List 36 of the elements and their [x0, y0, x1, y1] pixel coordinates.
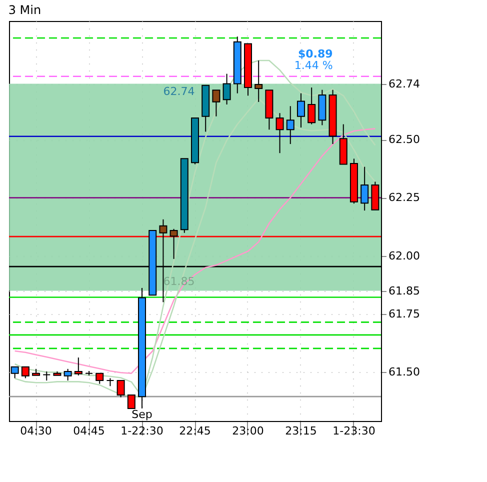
candlestick — [116, 380, 125, 398]
x-tick-label: 23:15 — [285, 424, 317, 438]
candlestick — [21, 366, 30, 379]
x-tick-label: 04:45 — [73, 424, 105, 438]
candlestick — [42, 370, 51, 382]
candlestick — [127, 394, 136, 409]
annotation: 1.44 % — [294, 59, 333, 72]
candlestick — [254, 60, 263, 102]
candlestick — [96, 372, 104, 384]
line-series — [14, 128, 376, 374]
x-tick-label: 1-23:30 — [332, 424, 376, 438]
y-tick-label: 62.50 — [388, 133, 420, 146]
candlestick — [222, 73, 231, 105]
y-tick-label: 61.85 — [388, 284, 420, 298]
candlestick — [308, 87, 316, 125]
y-tick-label: 62.74 — [388, 77, 420, 90]
x-tick-label: 23:00 — [232, 424, 264, 438]
candlestick — [170, 228, 178, 260]
y-tick-label: 62.25 — [388, 191, 420, 204]
candlestick — [74, 357, 82, 376]
x-tick-label: 22:45 — [179, 424, 211, 438]
candlestick — [212, 90, 220, 117]
y-tick-label: 61.50 — [388, 366, 420, 379]
candlestick — [276, 112, 284, 154]
candlestick — [64, 368, 72, 382]
y-tick-label: 62.00 — [388, 249, 420, 262]
y-tick-label: 61.75 — [388, 308, 420, 321]
annotation: Sep — [132, 408, 152, 421]
candlestick — [286, 106, 294, 145]
annotation: 62.74 — [163, 84, 195, 98]
candlestick — [360, 166, 369, 212]
annotation: $0.89 — [298, 48, 333, 61]
x-tick-label: 04:30 — [20, 424, 52, 438]
chart-title: 3 Min — [8, 3, 42, 17]
x-tick-label: 1-22:30 — [120, 424, 164, 438]
candlestick — [296, 92, 305, 128]
